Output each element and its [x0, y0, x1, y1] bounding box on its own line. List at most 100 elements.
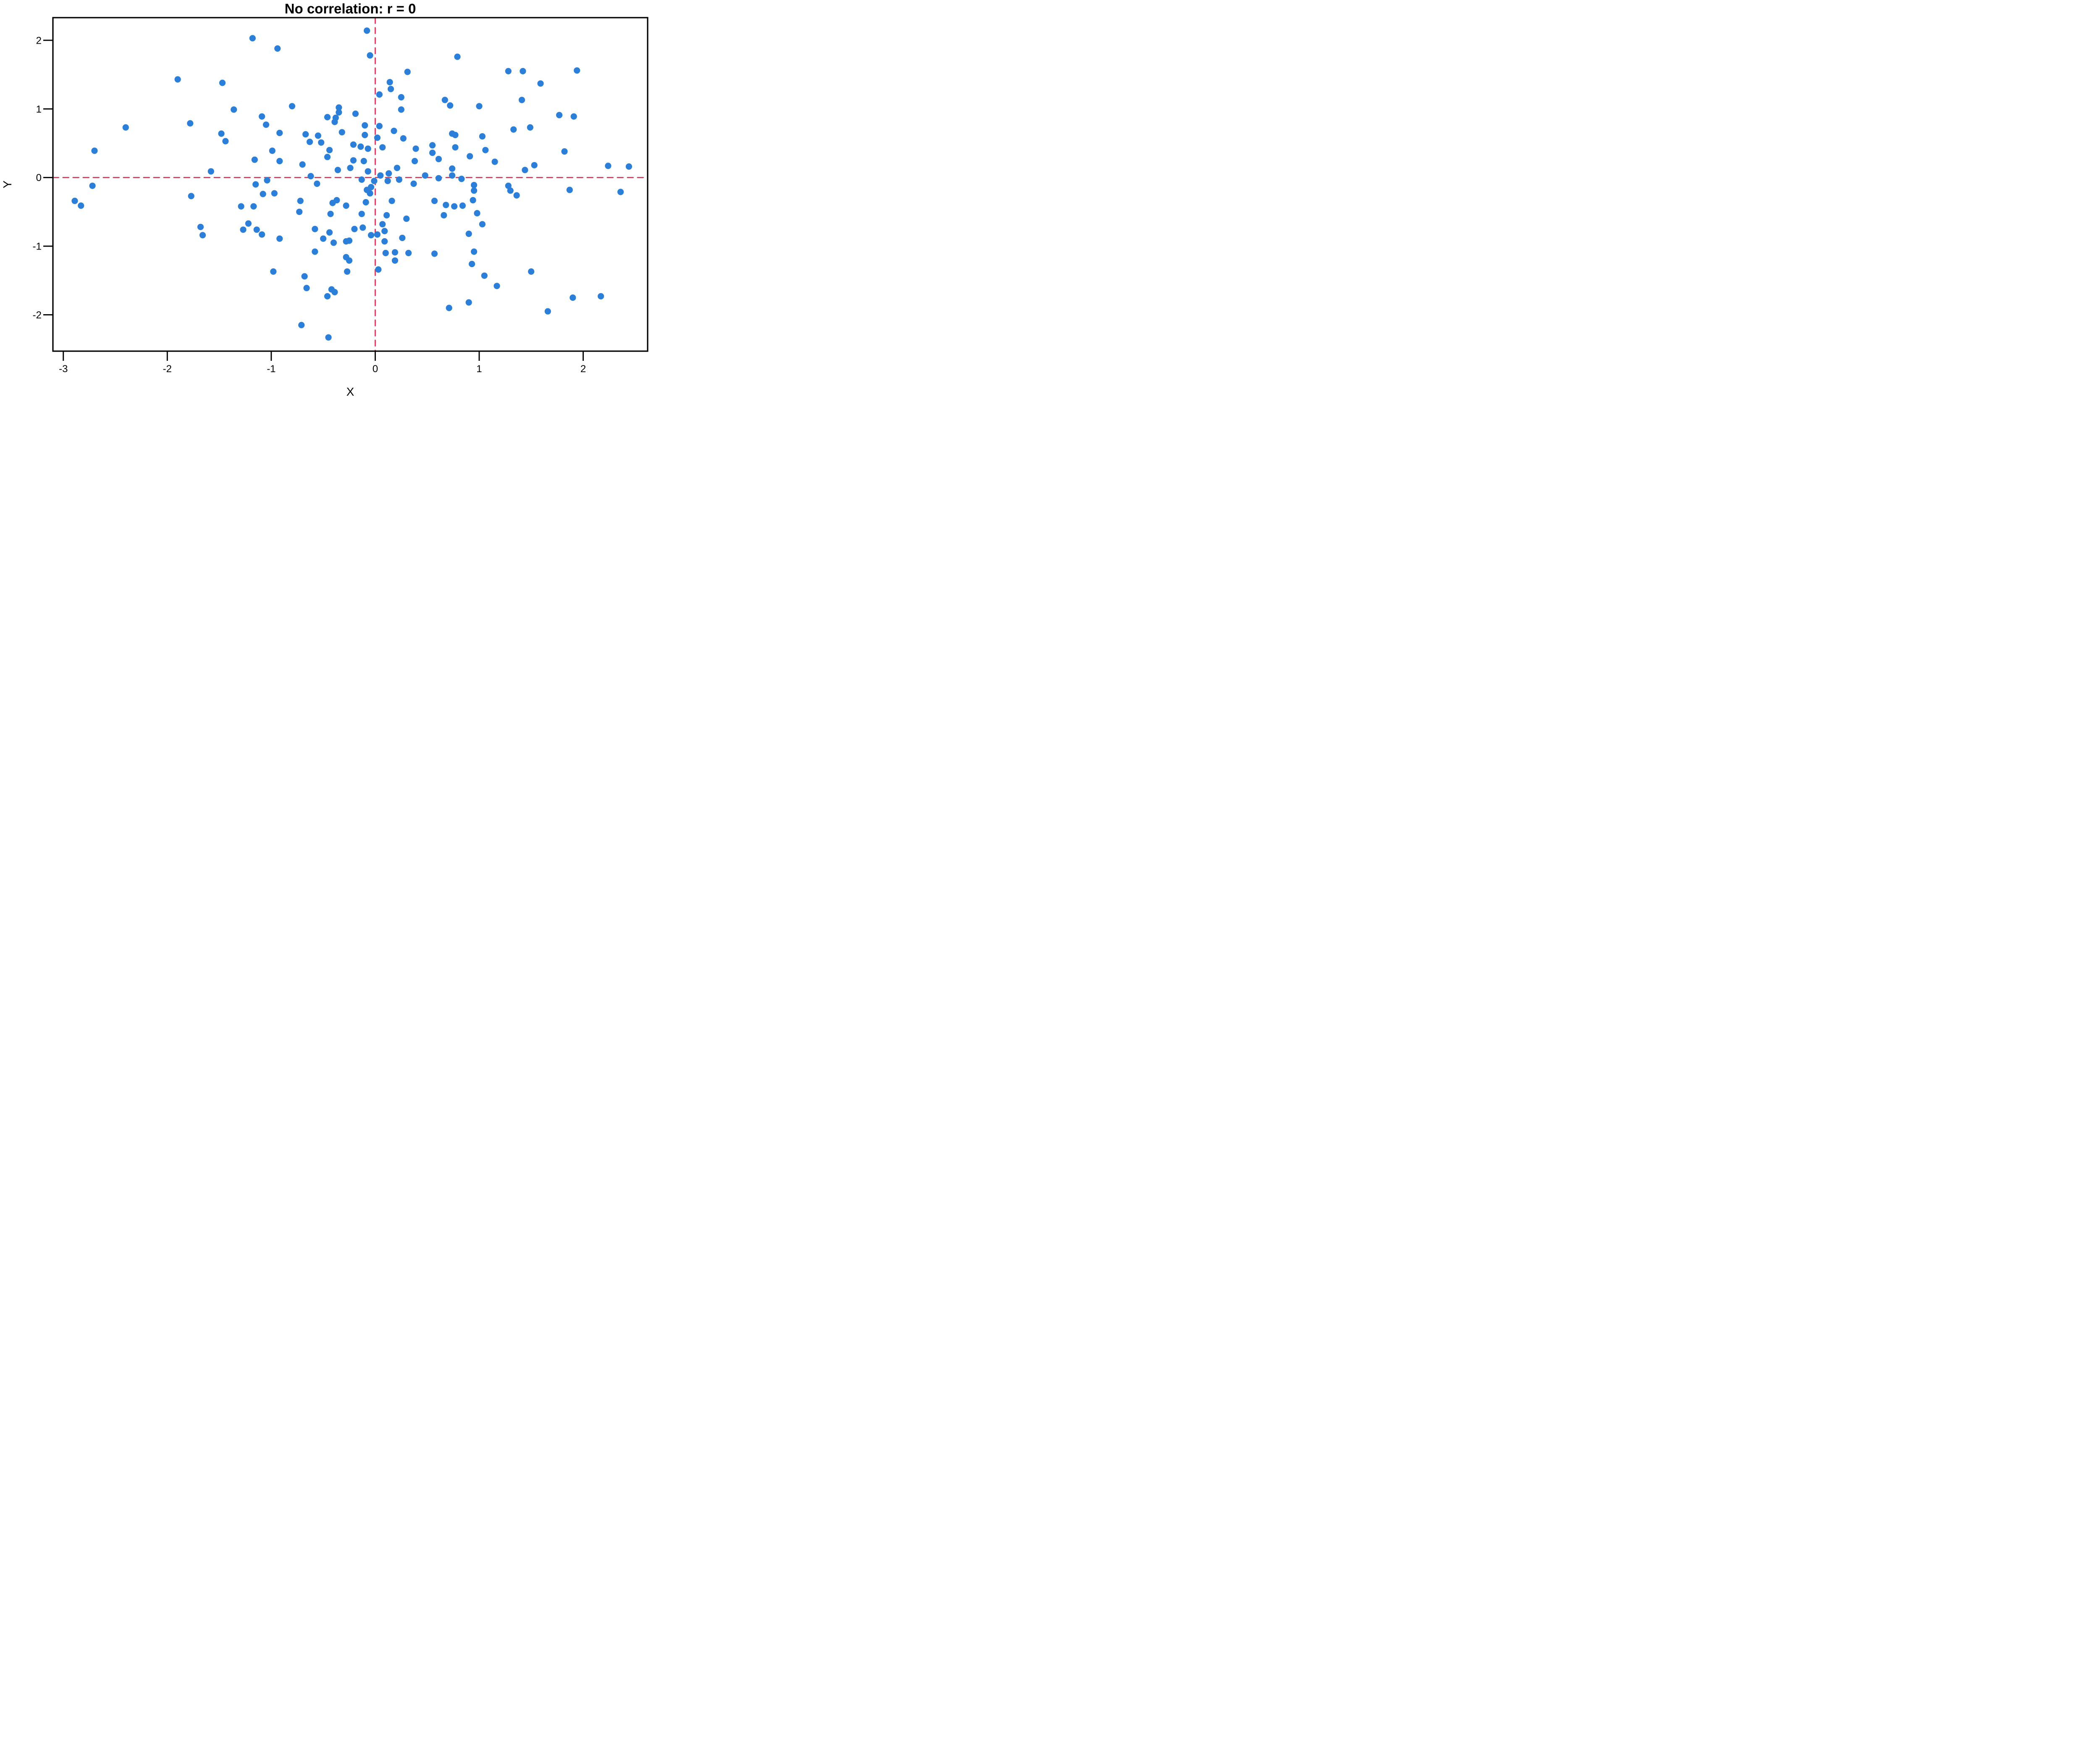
scatter-point: [574, 67, 580, 74]
scatter-point: [446, 305, 452, 311]
scatter-point: [301, 273, 308, 280]
scatter-point: [449, 172, 456, 179]
x-axis-label: X: [346, 385, 354, 398]
scatter-point: [336, 109, 342, 116]
scatter-point: [314, 180, 320, 187]
scatter-point: [302, 131, 309, 138]
scatter-point: [494, 283, 500, 289]
scatter-point: [386, 79, 393, 86]
scatter-point: [382, 250, 389, 257]
scatter-point: [449, 165, 456, 172]
scatter-point: [362, 131, 368, 138]
scatter-point: [360, 224, 366, 231]
scatter-point: [377, 172, 384, 179]
scatter-point: [264, 177, 270, 184]
scatter-chart-canvas: -3 -2 -1 0 1 2 2 1 0 -1 -2: [33, 17, 648, 375]
scatter-point: [510, 126, 517, 133]
scatter-point: [276, 129, 283, 137]
scatter-point: [269, 147, 276, 154]
scatter-point: [386, 170, 392, 177]
scatter-point: [331, 289, 338, 296]
scatter-point: [364, 27, 370, 34]
scatter-point: [544, 308, 551, 315]
scatter-point: [330, 239, 337, 246]
scatter-point: [465, 231, 472, 237]
scatter-point: [199, 232, 206, 239]
scatter-point: [429, 150, 436, 156]
scatter-point: [394, 165, 401, 171]
scatter-point: [443, 202, 449, 208]
x-tick-label: -3: [59, 363, 68, 375]
scatter-point: [318, 139, 325, 146]
scatter-point: [249, 35, 256, 42]
scatter-point: [451, 203, 458, 210]
scatter-point: [396, 176, 402, 183]
scatter-point: [252, 181, 259, 188]
scatter-point: [507, 187, 514, 194]
scatter-point: [403, 215, 410, 222]
scatter-point: [368, 232, 375, 239]
scatter-point: [452, 144, 459, 151]
scatter-point: [367, 52, 373, 59]
scatter-point: [598, 293, 604, 299]
scatter-point: [367, 190, 373, 197]
scatter-point: [383, 212, 390, 219]
scatter-point: [362, 122, 368, 129]
scatter-point: [617, 189, 624, 195]
scatter-point: [431, 197, 438, 204]
scatter-point: [399, 234, 406, 242]
scatter-point: [324, 114, 331, 121]
scatter-point: [387, 86, 394, 92]
scatter-point: [404, 68, 411, 75]
scatter-point: [481, 272, 488, 279]
scatter-point: [513, 192, 520, 199]
x-tick-label: 0: [373, 363, 378, 375]
scatter-point: [343, 238, 349, 245]
scatter-point: [218, 130, 225, 137]
y-tick-label: -1: [33, 241, 42, 252]
scatter-point: [240, 226, 247, 233]
scatter-point: [358, 176, 365, 183]
scatter-point: [476, 103, 483, 110]
scatter-point: [329, 200, 336, 206]
scatter-point: [276, 235, 283, 242]
scatter-point: [350, 141, 357, 148]
scatter-point: [350, 157, 357, 164]
scatter-point: [289, 103, 296, 110]
scatter-point: [122, 124, 129, 131]
scatter-point: [384, 178, 391, 184]
scatter-point: [78, 202, 84, 209]
scatter-point: [391, 257, 399, 264]
scatter-point: [299, 161, 306, 168]
scatter-point: [400, 135, 407, 142]
scatter-point: [251, 156, 258, 163]
scatter-point: [312, 248, 318, 255]
scatter-point: [522, 167, 528, 173]
x-tick-label: 1: [476, 363, 482, 375]
scatter-point: [479, 133, 486, 140]
y-tick-label: 2: [36, 35, 42, 46]
scatter-point: [187, 120, 194, 127]
scatter-point: [351, 226, 358, 232]
scatter-point: [422, 172, 428, 179]
scatter-figure: -3 -2 -1 0 1 2 2 1 0 -1 -2 No correlation: r = 0 X…: [0, 0, 649, 401]
scatter-point: [336, 104, 342, 111]
scatter-point: [458, 176, 465, 182]
scatter-point: [467, 153, 473, 160]
scatter-point: [469, 260, 475, 268]
scatter-point: [441, 97, 448, 103]
scatter-point: [343, 202, 349, 209]
scatter-point: [357, 143, 364, 150]
scatter-point: [375, 266, 382, 273]
scatter-point: [405, 250, 412, 257]
scatter-point: [411, 158, 418, 165]
scatter-point: [274, 45, 281, 52]
scatter-point: [334, 167, 341, 173]
scatter-point: [315, 132, 321, 139]
scatter-point: [360, 158, 367, 165]
scatter-point: [344, 268, 351, 275]
scatter-point: [429, 142, 436, 149]
scatter-point: [374, 134, 381, 141]
scatter-point: [352, 110, 359, 117]
scatter-point: [447, 102, 454, 109]
